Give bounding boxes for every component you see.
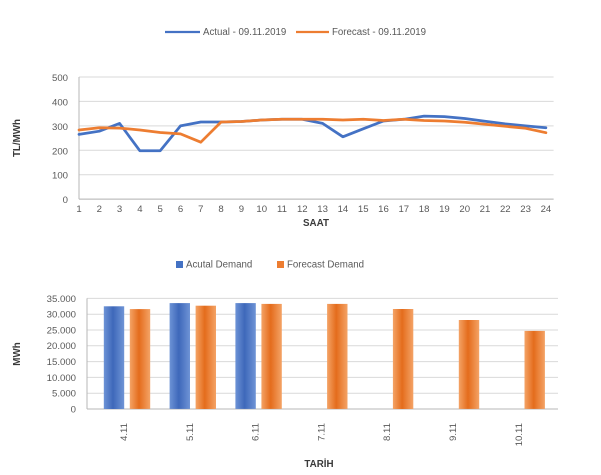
- svg-text:2: 2: [97, 204, 102, 215]
- svg-text:5.000: 5.000: [52, 389, 76, 400]
- svg-text:15: 15: [358, 204, 369, 215]
- svg-text:9.11: 9.11: [448, 423, 459, 441]
- svg-text:13: 13: [317, 204, 328, 215]
- svg-text:5: 5: [158, 204, 163, 215]
- svg-text:Forecast Demand: Forecast Demand: [287, 260, 364, 271]
- svg-text:4.11: 4.11: [119, 423, 130, 441]
- svg-text:35.000: 35.000: [47, 294, 76, 305]
- svg-text:20.000: 20.000: [47, 341, 76, 352]
- svg-text:5.11: 5.11: [185, 423, 196, 441]
- svg-text:MWh: MWh: [12, 342, 23, 365]
- svg-text:400: 400: [52, 97, 68, 108]
- svg-text:200: 200: [52, 146, 68, 157]
- svg-text:25.000: 25.000: [47, 325, 76, 336]
- svg-text:8: 8: [218, 204, 223, 215]
- svg-text:8.11: 8.11: [382, 423, 393, 441]
- svg-text:15.000: 15.000: [47, 357, 76, 368]
- svg-text:10.000: 10.000: [47, 373, 76, 384]
- svg-text:17: 17: [398, 204, 409, 215]
- svg-text:24: 24: [541, 204, 552, 215]
- svg-text:7: 7: [198, 204, 203, 215]
- svg-text:300: 300: [52, 122, 68, 133]
- svg-text:7.11: 7.11: [316, 423, 327, 441]
- svg-text:1: 1: [76, 204, 81, 215]
- svg-text:11: 11: [277, 204, 287, 215]
- svg-text:6.11: 6.11: [251, 423, 262, 441]
- svg-text:22: 22: [500, 204, 511, 215]
- svg-text:3: 3: [117, 204, 122, 215]
- svg-text:TARİH: TARİH: [304, 459, 333, 470]
- svg-text:0: 0: [71, 404, 76, 415]
- svg-text:Actual - 09.11.2019: Actual - 09.11.2019: [203, 27, 286, 38]
- svg-text:12: 12: [297, 204, 308, 215]
- svg-text:Acutal Demand: Acutal Demand: [186, 260, 252, 271]
- svg-text:23: 23: [520, 204, 531, 215]
- svg-text:10.11: 10.11: [514, 423, 525, 446]
- svg-text:10: 10: [256, 204, 267, 215]
- svg-text:500: 500: [52, 73, 68, 84]
- svg-text:30.000: 30.000: [47, 310, 76, 321]
- svg-text:14: 14: [338, 204, 349, 215]
- svg-text:4: 4: [137, 204, 143, 215]
- svg-text:SAAT: SAAT: [303, 218, 329, 229]
- svg-text:Forecast - 09.11.2019: Forecast - 09.11.2019: [332, 27, 426, 38]
- svg-text:0: 0: [63, 195, 68, 206]
- svg-text:TL/MWh: TL/MWh: [12, 119, 23, 157]
- svg-text:100: 100: [52, 171, 68, 182]
- svg-text:19: 19: [439, 204, 450, 215]
- svg-text:20: 20: [459, 204, 470, 215]
- svg-text:18: 18: [419, 204, 430, 215]
- svg-text:6: 6: [178, 204, 183, 215]
- svg-text:21: 21: [480, 204, 491, 215]
- svg-text:9: 9: [239, 204, 244, 215]
- svg-text:16: 16: [378, 204, 389, 215]
